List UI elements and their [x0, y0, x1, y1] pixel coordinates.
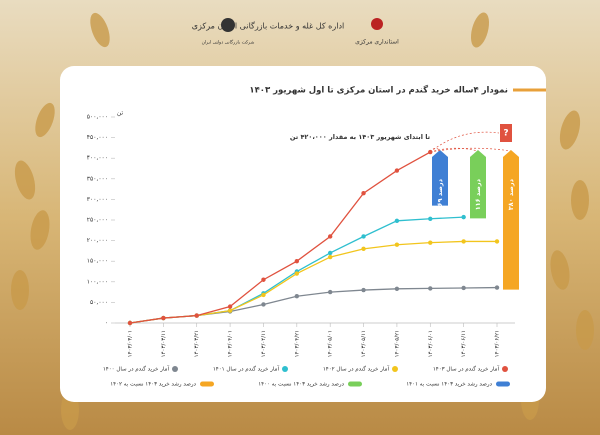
- x-tick-label: ۱۴۰۳/۰۵/۰۱: [328, 330, 334, 357]
- connector: [429, 147, 441, 153]
- growth-label: ۶۹ درصد: [436, 178, 444, 206]
- x-tick-label: ۱۴۰۳/۰۴/۲۱: [294, 330, 300, 357]
- series-line: [129, 151, 431, 324]
- y-tick-label: ۳۰۰,۰۰۰: [87, 196, 108, 203]
- x-tick-label: ۱۴۰۳/۰۳/۱۱: [161, 330, 167, 357]
- data-point: [461, 214, 466, 220]
- legend-marker: [348, 381, 362, 387]
- legend-label: درصد رشد خرید ۱۴۰۳ نسبت به ۱۴۰۱: [406, 382, 492, 388]
- data-point: [327, 289, 333, 295]
- x-tick-label: ۱۴۰۳/۰۵/۲۱: [394, 330, 400, 357]
- data-point: [428, 240, 433, 245]
- data-point: [261, 302, 266, 307]
- legend-label: آمار خرید گندم در سال ۱۴۰۳: [433, 366, 500, 373]
- y-tick-label: ۰: [105, 320, 108, 327]
- x-tick-label: ۱۴۰۳/۰۴/۰۱: [228, 330, 234, 357]
- data-point: [261, 277, 266, 282]
- data-point: [361, 246, 366, 252]
- legend-label: آمار خرید گندم در سال ۱۴۰۱: [213, 366, 280, 373]
- connector: [430, 131, 500, 153]
- data-point: [294, 259, 300, 264]
- data-point: [261, 292, 266, 298]
- legend-marker: [392, 366, 398, 372]
- y-tick-label: ۵۰۰,۰۰۰: [87, 114, 108, 121]
- data-point: [327, 234, 333, 239]
- card: [60, 66, 546, 402]
- legend-marker: [496, 381, 510, 387]
- y-tick-label: ۴۵۰,۰۰۰: [87, 134, 108, 141]
- data-point: [294, 271, 300, 276]
- y-tick-label: ۲۵۰,۰۰۰: [87, 217, 108, 224]
- data-point: [327, 250, 333, 256]
- y-axis-label: تن: [117, 110, 124, 117]
- x-tick-label: ۱۴۰۳/۰۶/۰۱: [428, 330, 434, 357]
- data-point: [194, 313, 199, 318]
- logo: [371, 18, 383, 30]
- y-tick-label: ۳۵۰,۰۰۰: [87, 175, 108, 182]
- y-tick-label: ۱۵۰,۰۰۰: [87, 258, 108, 265]
- wheat-decoration: [11, 12, 594, 430]
- data-point: [428, 216, 433, 221]
- legend-marker: [172, 366, 178, 372]
- header-company: شرکت بازرگانی دولتی ایران: [202, 39, 255, 46]
- data-point: [494, 285, 500, 290]
- x-tick-label: ۱۴۰۳/۰۴/۱۱: [261, 330, 267, 357]
- growth-bar: [432, 150, 448, 206]
- legend-label: درصد رشد خرید ۱۴۰۳ نسبت به ۱۴۰۲: [110, 382, 196, 388]
- y-tick-label: ۵۰,۰۰۰: [90, 299, 108, 306]
- header-province: استانداری مرکزی: [355, 39, 399, 46]
- data-point: [394, 168, 400, 173]
- header-org: اداره کل غله و خدمات بازرگانی استان مرکز…: [192, 21, 344, 31]
- data-point: [294, 294, 300, 299]
- data-point: [327, 254, 333, 260]
- data-point: [127, 320, 133, 326]
- x-tick-label: ۱۴۰۳/۰۳/۰۱: [128, 330, 134, 357]
- target-label: ?: [503, 129, 508, 139]
- legend-marker: [502, 366, 508, 372]
- x-tick-label: ۱۴۰۳/۰۶/۲۱: [495, 330, 501, 357]
- connector: [430, 147, 479, 153]
- data-point: [461, 285, 466, 291]
- data-point: [394, 218, 400, 224]
- data-point: [394, 286, 400, 292]
- annotation: تا ابتدای شهریور ۱۴۰۳ به مقدار ۴۲۰،۰۰۰ ت…: [290, 133, 430, 141]
- legend-label: آمار خرید گندم در سال ۱۴۰۰: [103, 366, 170, 373]
- legend-label: درصد رشد خرید ۱۴۰۳ نسبت به ۱۴۰۰: [258, 382, 344, 388]
- data-point: [361, 234, 366, 239]
- chart-title: نمودار ۴ساله خرید گندم در استان مرکزی تا…: [249, 85, 508, 96]
- growth-label: ۱۱۶ درصد: [474, 178, 482, 210]
- y-tick-label: ۱۰۰,۰۰۰: [87, 278, 108, 285]
- data-point: [394, 242, 400, 247]
- growth-label: ۳۸۰ درصد: [507, 178, 515, 210]
- data-point: [361, 191, 366, 196]
- growth-bar: [503, 150, 519, 290]
- data-point: [161, 315, 166, 321]
- logo: [221, 18, 235, 32]
- legend-marker: [282, 366, 288, 372]
- growth-bar: [470, 150, 486, 219]
- x-tick-label: ۱۴۰۳/۰۳/۲۱: [194, 330, 200, 357]
- data-point: [428, 286, 433, 291]
- x-tick-label: ۱۴۰۳/۰۶/۱۱: [461, 330, 467, 357]
- connector: [430, 147, 512, 153]
- y-tick-label: ۲۰۰,۰۰۰: [87, 237, 108, 244]
- y-tick-label: ۴۰۰,۰۰۰: [87, 155, 108, 162]
- data-point: [494, 239, 500, 244]
- x-tick-label: ۱۴۰۳/۰۵/۱۱: [361, 330, 367, 357]
- data-point: [227, 304, 233, 309]
- legend-marker: [200, 381, 214, 387]
- data-point: [461, 239, 466, 244]
- target-box: [500, 124, 512, 142]
- data-point: [227, 308, 233, 313]
- legend-label: آمار خرید گندم در سال ۱۴۰۲: [323, 366, 390, 373]
- data-point: [361, 287, 366, 293]
